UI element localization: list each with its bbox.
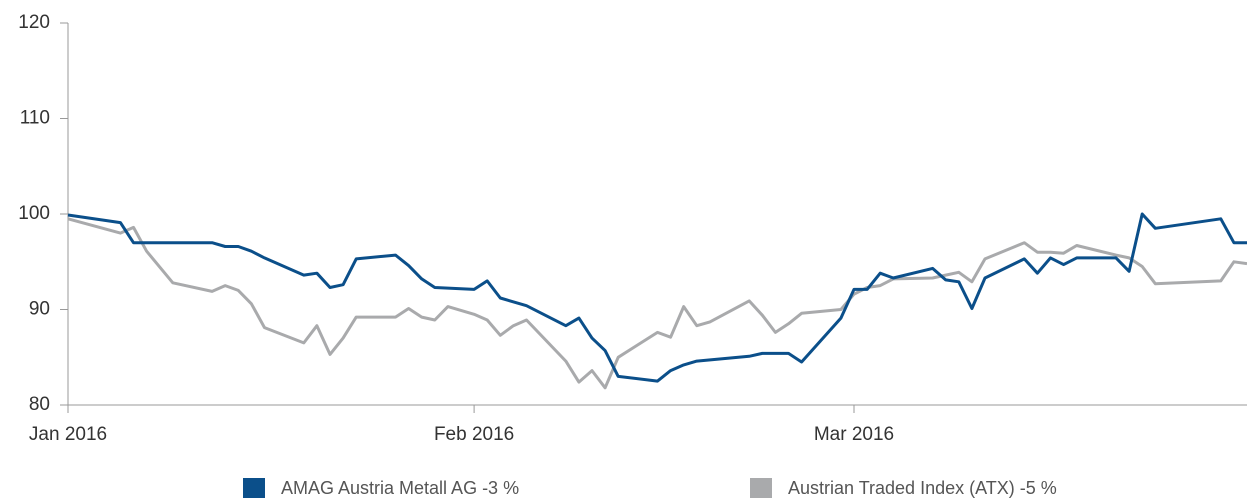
series-line <box>67 212 1247 383</box>
legend-label: Austrian Traded Index (ATX) -5 % <box>788 478 1057 498</box>
x-tick-label: Feb 2016 <box>434 424 514 445</box>
legend-swatch <box>750 478 772 498</box>
legend-label: AMAG Austria Metall AG -3 % <box>281 478 519 498</box>
legend-swatch <box>243 478 265 498</box>
x-tick-label: Jan 2016 <box>29 424 107 445</box>
y-tick-label: 120 <box>18 12 50 33</box>
y-tick-label: 110 <box>20 108 50 129</box>
series-line <box>67 217 1247 390</box>
y-tick-label: 80 <box>29 394 50 415</box>
x-tick-label: Mar 2016 <box>814 424 894 445</box>
y-tick-label: 90 <box>29 299 50 320</box>
y-tick-label: 100 <box>18 203 50 224</box>
